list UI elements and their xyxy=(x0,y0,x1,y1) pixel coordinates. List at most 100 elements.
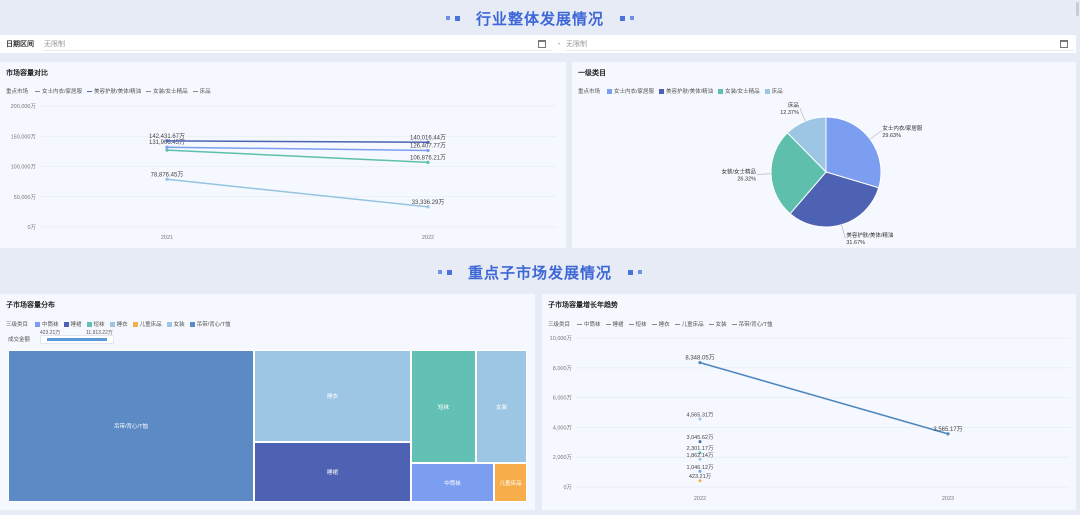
legend-item[interactable]: 睡裙 xyxy=(63,320,82,328)
data-label: 142,431.67万 xyxy=(149,133,185,140)
title-decoration-right xyxy=(620,15,634,21)
data-point xyxy=(165,145,169,149)
y-tick-label: 200,000万 xyxy=(11,103,37,110)
slider-min-label: 423.21万 xyxy=(40,330,61,336)
slice-percent: 31.67% xyxy=(846,240,865,246)
data-point xyxy=(426,148,430,153)
treemap-cell[interactable]: 短袜 xyxy=(411,350,476,463)
data-point xyxy=(165,139,169,143)
data-label: 126,407.77万 xyxy=(410,143,446,150)
slice-label: 床品 xyxy=(788,101,800,109)
treemap-cell[interactable]: 吊带/背心/T恤 xyxy=(8,350,254,502)
treemap-cell[interactable]: 女装 xyxy=(476,350,527,463)
data-label: 1,862.14万 xyxy=(687,452,714,459)
legend-item[interactable]: 睡衣 xyxy=(651,320,670,328)
legend-item[interactable]: 睡裙 xyxy=(605,320,624,328)
y-tick-label: 150,000万 xyxy=(11,133,37,140)
data-point xyxy=(426,160,430,164)
calendar-icon[interactable] xyxy=(1060,39,1068,48)
legend-item[interactable]: 中筒袜 xyxy=(35,320,59,328)
data-label: 106,876.21万 xyxy=(410,154,446,161)
chart-legend: 三级类目 中筒袜 睡裙 短袜 睡衣 儿童床品 女装 吊带/背心/T恤 xyxy=(548,320,773,328)
series-line xyxy=(166,146,429,152)
x-tick-label: 2022 xyxy=(422,235,434,241)
legend-item[interactable]: 儿童床品 xyxy=(674,320,704,328)
slider-fill[interactable] xyxy=(47,338,107,341)
x-tick-label: 2023 xyxy=(942,496,954,502)
chart-legend: 重点市场 女士内衣/家居服 美容护肤/美体/精油 女装/女士精品 床品 xyxy=(6,87,211,95)
x-tick-label: 2022 xyxy=(694,496,706,502)
panel-submarket-growth: 子市场容量增长年趋势 三级类目 中筒袜 睡裙 短袜 睡衣 儿童床品 女装 吊带/… xyxy=(542,294,1076,510)
data-point xyxy=(165,148,169,152)
legend-item[interactable]: 床品 xyxy=(764,87,783,95)
data-point xyxy=(698,469,702,473)
page-scrollbar[interactable] xyxy=(1076,2,1079,16)
data-label: 1,046.12万 xyxy=(687,464,714,471)
y-tick-label: 10,000万 xyxy=(550,335,573,342)
amount-range-slider[interactable] xyxy=(40,335,114,344)
y-tick-label: 100,000万 xyxy=(11,164,37,171)
date-range-label: 日期区间 xyxy=(6,41,34,48)
legend-item[interactable]: 儿童床品 xyxy=(132,320,162,328)
legend-item[interactable]: 美容护肤/美体/精油 xyxy=(659,87,713,95)
legend-item[interactable]: 短袜 xyxy=(86,320,105,328)
legend-item[interactable]: 短袜 xyxy=(628,320,647,328)
title-decoration-left xyxy=(445,15,460,21)
data-point xyxy=(698,479,702,483)
data-label: 140,016.44万 xyxy=(410,134,446,141)
panel-submarket-distribution: 子市场容量分布 三级类目 中筒袜 睡裙 短袜 睡衣 儿童床品 女装 吊带/背心/… xyxy=(0,294,535,510)
x-tick-label: 2021 xyxy=(161,235,173,241)
pie-slice xyxy=(786,116,827,174)
slice-leader-line xyxy=(799,108,806,122)
data-label: 423.21万 xyxy=(689,473,712,480)
start-date-input[interactable]: 无限制 xyxy=(44,38,552,51)
section-title-text: 行业整体发展情况 xyxy=(475,10,604,28)
data-point xyxy=(698,361,702,365)
pie-slice xyxy=(825,116,882,189)
panel-title: 子市场容量增长年趋势 xyxy=(548,302,618,309)
y-tick-label: 0万 xyxy=(563,484,572,491)
chart-legend: 三级类目 中筒袜 睡裙 短袜 睡衣 儿童床品 女装 吊带/背心/T恤 xyxy=(6,320,231,328)
panel-primary-category: 一级类目 重点市场 女士内衣/家居服 美容护肤/美体/精油 女装/女士精品 床品… xyxy=(572,62,1076,248)
data-label: 2,301.17万 xyxy=(687,445,714,452)
y-tick-label: 50,000万 xyxy=(14,194,37,201)
data-point xyxy=(426,205,430,209)
section-title-submarket: 重点子市场发展情况 xyxy=(0,255,1080,289)
legend-title: 重点市场 xyxy=(6,89,29,95)
legend-item[interactable]: 女装/女士精品 xyxy=(146,87,188,95)
slider-max-label: 11,913.22万 xyxy=(86,330,113,336)
calendar-icon[interactable] xyxy=(538,39,546,48)
data-point xyxy=(165,177,169,181)
series-line xyxy=(166,149,429,164)
legend-item[interactable]: 中筒袜 xyxy=(577,320,601,328)
slice-percent: 29.63% xyxy=(882,133,901,139)
legend-item[interactable]: 女士内衣/家居服 xyxy=(607,87,654,95)
legend-item[interactable]: 床品 xyxy=(192,87,211,95)
data-label: 78,876.45万 xyxy=(151,171,184,178)
data-label: 3,045.62万 xyxy=(687,434,714,441)
slice-label: 女士内衣/家居服 xyxy=(882,124,923,132)
slice-leader-line xyxy=(869,130,882,140)
treemap-cell[interactable]: 睡衣 xyxy=(254,350,411,442)
legend-item[interactable]: 吊带/背心/T恤 xyxy=(189,320,231,328)
y-tick-label: 8,000万 xyxy=(553,365,573,372)
treemap-cell[interactable]: 睡裙 xyxy=(254,442,411,502)
data-point xyxy=(698,440,702,444)
legend-item[interactable]: 女装/女士精品 xyxy=(718,87,760,95)
treemap-cell[interactable]: 中筒袜 xyxy=(411,463,494,502)
y-tick-label: 0万 xyxy=(27,224,36,231)
legend-title: 三级类目 xyxy=(6,322,29,328)
legend-item[interactable]: 女装 xyxy=(166,320,185,328)
legend-item[interactable]: 女装 xyxy=(708,320,727,328)
market-line-chart: 0万 50,000万 100,000万 150,000万 200,000万 2021 202… xyxy=(11,103,556,241)
slice-leader-line xyxy=(841,224,846,239)
legend-item[interactable]: 睡衣 xyxy=(109,320,128,328)
legend-item[interactable]: 女士内衣/家居服 xyxy=(35,87,82,95)
end-date-input[interactable]: 无限制 xyxy=(566,38,1074,51)
panel-title: 一级类目 xyxy=(578,70,606,77)
section-title-industry: 行业整体发展情况 xyxy=(0,1,1080,35)
legend-item[interactable]: 美容护肤/美体/精油 xyxy=(87,87,141,95)
legend-item[interactable]: 吊带/背心/T恤 xyxy=(731,320,773,328)
treemap-cell[interactable]: 儿童床品 xyxy=(494,463,527,502)
